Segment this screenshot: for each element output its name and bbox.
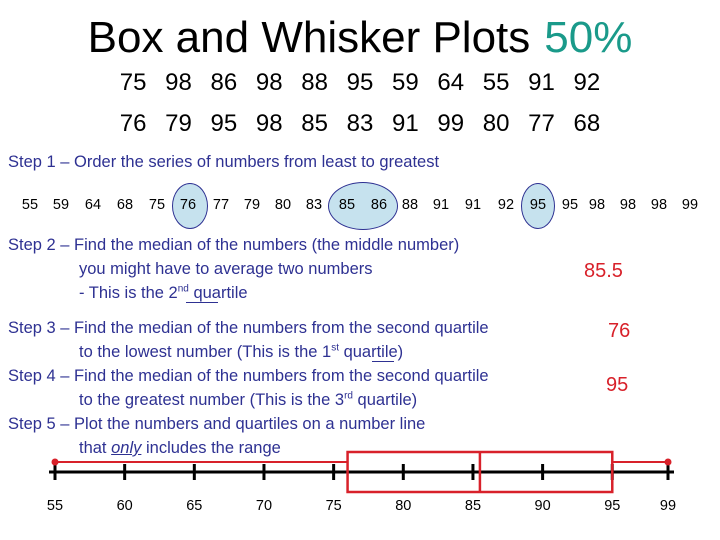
title-percent: 50%	[544, 13, 633, 62]
ordered-value: 64	[84, 197, 102, 213]
ordered-value: 68	[116, 197, 134, 213]
ordered-value: 98	[650, 197, 668, 213]
data-value: 68	[573, 110, 601, 137]
step3-line2-pre: to the lowest number (This is the 1	[79, 343, 332, 361]
ordered-value: 83	[305, 197, 323, 213]
ordered-value: 55	[21, 197, 39, 213]
step5-line2-pre: that	[79, 439, 112, 457]
ordered-value: 79	[243, 197, 261, 213]
step3-line2-post: quartile)	[338, 343, 404, 361]
step2-line1: Step 2 – Find the median of the numbers …	[8, 236, 460, 254]
data-value: 80	[482, 110, 510, 137]
median-circle	[328, 182, 398, 230]
step5-line1: Step 5 – Plot the numbers and quartiles …	[8, 415, 426, 433]
ordered-value: 88	[401, 197, 419, 213]
step4-line2-post: quartile)	[352, 391, 418, 409]
ordered-value: 77	[212, 197, 230, 213]
q1-answer: 76	[608, 320, 631, 342]
data-value: 76	[119, 110, 147, 137]
tick-label: 60	[117, 498, 133, 514]
step3-line2: to the lowest number (This is the 1st qu…	[79, 342, 403, 363]
title-text: Box and Whisker Plots	[87, 13, 531, 62]
ordered-value: 86	[370, 197, 388, 213]
min-point	[51, 458, 59, 466]
ordered-value: 95	[529, 197, 547, 213]
ordered-value: 92	[497, 197, 515, 213]
step2-underline	[186, 302, 218, 303]
ordered-value: 91	[432, 197, 450, 213]
data-value: 98	[255, 69, 283, 96]
ordered-value: 75	[148, 197, 166, 213]
data-value: 98	[255, 110, 283, 137]
step2-line2: you might have to average two numbers	[79, 260, 373, 278]
step2-line3-pre: - This is the 2	[79, 284, 178, 302]
ordered-value: 91	[464, 197, 482, 213]
step4-line2-pre: to the greatest number (This is the 3	[79, 391, 345, 409]
step3-line2-sup: st	[331, 342, 339, 354]
q1-circle	[172, 183, 208, 229]
step5-line2-post: includes the range	[141, 439, 281, 457]
step4-line1: Step 4 – Find the median of the numbers …	[8, 367, 489, 385]
data-value: 77	[528, 110, 555, 137]
tick-label: 65	[186, 498, 202, 514]
tick-label: 90	[535, 498, 551, 514]
step1-text: Step 1 – Order the series of numbers fro…	[8, 153, 440, 171]
tick-label: 95	[604, 498, 620, 514]
tick-label: 55	[47, 498, 63, 514]
step4-line2-sup: rd	[344, 390, 353, 402]
data-value: 88	[301, 69, 328, 96]
data-value: 59	[392, 69, 419, 96]
tick-label: 85	[465, 498, 481, 514]
ordered-value: 80	[274, 197, 292, 213]
data-value: 85	[301, 110, 328, 137]
step2-line3-post: quartile	[188, 284, 248, 302]
step2-line3: - This is the 2nd quartile	[79, 283, 248, 304]
step5-line2-em: only	[111, 439, 142, 457]
data-value: 91	[528, 69, 555, 96]
ordered-value: 98	[619, 197, 637, 213]
data-value: 92	[573, 69, 601, 96]
data-value: 75	[119, 69, 147, 96]
q3-answer: 95	[606, 374, 629, 396]
step3-underline	[372, 361, 394, 362]
q3-circle	[521, 183, 555, 229]
step2-line3-sup: nd	[177, 283, 189, 295]
tick-label: 70	[256, 498, 272, 514]
ordered-value: 85	[338, 197, 356, 213]
data-value: 95	[210, 110, 238, 137]
ordered-value: 98	[588, 197, 606, 213]
median-answer: 85.5	[584, 260, 623, 282]
data-value: 55	[482, 69, 510, 96]
ordered-value: 76	[179, 197, 197, 213]
step4-line2: to the greatest number (This is the 3rd …	[79, 390, 417, 411]
data-value: 86	[210, 69, 238, 96]
data-value: 79	[165, 110, 192, 137]
step3-line1: Step 3 – Find the median of the numbers …	[8, 319, 489, 337]
ordered-value: 95	[561, 197, 579, 213]
ordered-value: 59	[52, 197, 70, 213]
data-value: 99	[437, 110, 465, 137]
data-value: 83	[346, 110, 374, 137]
data-value: 98	[165, 69, 192, 96]
tick-label: 75	[326, 498, 342, 514]
data-value: 91	[392, 110, 419, 137]
tick-label: 80	[395, 498, 411, 514]
data-row-2: 76 79 95 98 85 83 91 99 80 77 68	[0, 109, 720, 139]
max-point	[664, 458, 672, 466]
data-value: 95	[346, 69, 374, 96]
ordered-value: 99	[681, 197, 699, 213]
data-value: 64	[437, 69, 465, 96]
data-row-1: 75 98 86 98 88 95 59 64 55 91 92	[0, 68, 720, 98]
page-title: Box and Whisker Plots 50%	[0, 12, 720, 64]
step5-line2: that only includes the range	[79, 438, 281, 459]
tick-label: 99	[660, 498, 676, 514]
